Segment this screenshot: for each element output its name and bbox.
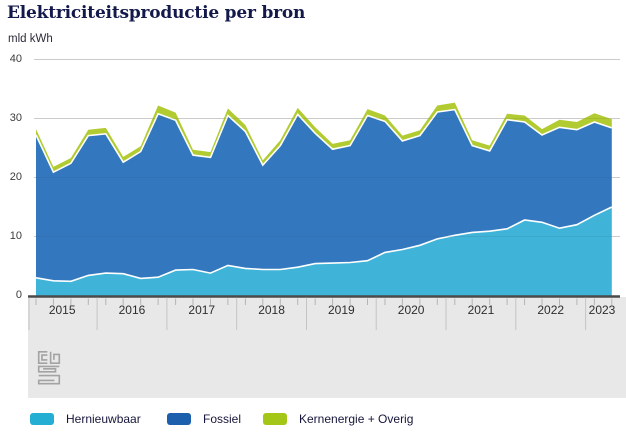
area-kernenergie-overig: [36, 102, 612, 173]
legend-swatch-hernieuwbaar: [30, 413, 54, 425]
y-axis-tick-label: 0: [15, 288, 22, 301]
y-axis-unit-label: mld kWh: [8, 33, 53, 45]
x-axis-year-label: 2023: [588, 303, 616, 317]
legend-label-kernenergie-overig: Kernenergie + Overig: [299, 412, 414, 426]
x-axis-band: [28, 297, 626, 398]
chart-legend: Hernieuwbaar Fossiel Kernenergie + Overi…: [0, 412, 626, 430]
area-fossiel: [36, 109, 612, 282]
legend-swatch-kernenergie-overig: [263, 413, 287, 425]
x-axis-year-label: 2022: [537, 303, 565, 317]
area-hernieuwbaar: [36, 207, 612, 296]
x-axis-year-label: 2019: [327, 303, 355, 317]
x-axis-year-label: 2017: [188, 303, 216, 317]
y-axis-tick-label: 20: [9, 170, 22, 183]
x-axis-year-label: 2018: [258, 303, 285, 317]
legend-item-hernieuwbaar: Hernieuwbaar: [30, 412, 141, 426]
x-axis-year-label: 2016: [118, 303, 146, 317]
y-axis-tick-label: 10: [9, 229, 22, 242]
page-title: Elektriciteitsproductie per bron: [7, 3, 306, 23]
divider-fossiel-top: [35, 108, 613, 174]
legend-label-fossiel: Fossiel: [203, 412, 242, 426]
x-axis-year-label: 2015: [48, 303, 76, 317]
legend-item-kernenergie-overig: Kernenergie + Overig: [263, 412, 413, 426]
cbs-logo-icon: [37, 350, 61, 385]
y-axis-tick-label: 40: [9, 52, 22, 65]
x-axis-year-label: 2020: [397, 303, 425, 317]
legend-item-fossiel: Fossiel: [167, 412, 241, 426]
x-axis-year-label: 2021: [467, 303, 495, 317]
legend-swatch-fossiel: [167, 413, 191, 425]
legend-label-hernieuwbaar: Hernieuwbaar: [66, 412, 141, 426]
divider-hernieuwbaar-top: [35, 206, 613, 283]
y-axis-tick-label: 30: [9, 111, 22, 124]
